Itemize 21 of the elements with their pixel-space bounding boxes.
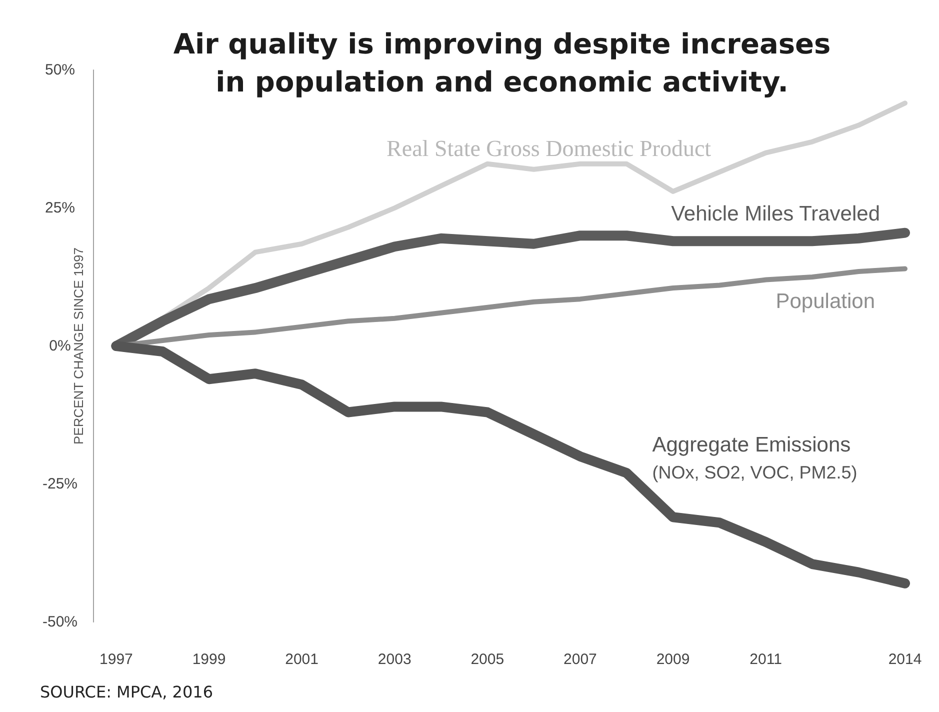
x-tick-label: 2014	[888, 651, 922, 668]
y-tick-label: 0%	[49, 338, 71, 354]
series-label: Vehicle Miles Traveled	[671, 202, 880, 226]
y-axis-title: PERCENT CHANGE SINCE 1997	[71, 248, 86, 444]
x-tick-label: 2007	[564, 651, 597, 668]
x-tick-label: 2003	[378, 651, 412, 668]
x-tick-label: 1999	[192, 651, 226, 668]
x-tick-label: 1997	[100, 651, 133, 668]
series-label: Population	[776, 290, 875, 314]
chart-title: Air quality is improving despite increases in population and economic activity.	[173, 28, 831, 98]
x-tick-label: 2001	[285, 651, 318, 668]
y-tick-label: -25%	[42, 476, 78, 492]
series-label: Aggregate Emissions (NOx, SO2, VOC, PM2.5)	[652, 433, 858, 482]
source-note: SOURCE: MPCA, 2016	[40, 682, 213, 702]
x-tick-label: 2005	[470, 651, 504, 668]
x-tick-label: 2011	[750, 651, 782, 668]
series-label: Real State Gross Domestic Product	[386, 136, 712, 161]
y-tick-label: 50%	[44, 62, 76, 78]
x-tick-label: 2009	[656, 651, 690, 668]
y-tick-label: -50%	[42, 614, 78, 630]
y-tick-label: 25%	[44, 200, 76, 216]
